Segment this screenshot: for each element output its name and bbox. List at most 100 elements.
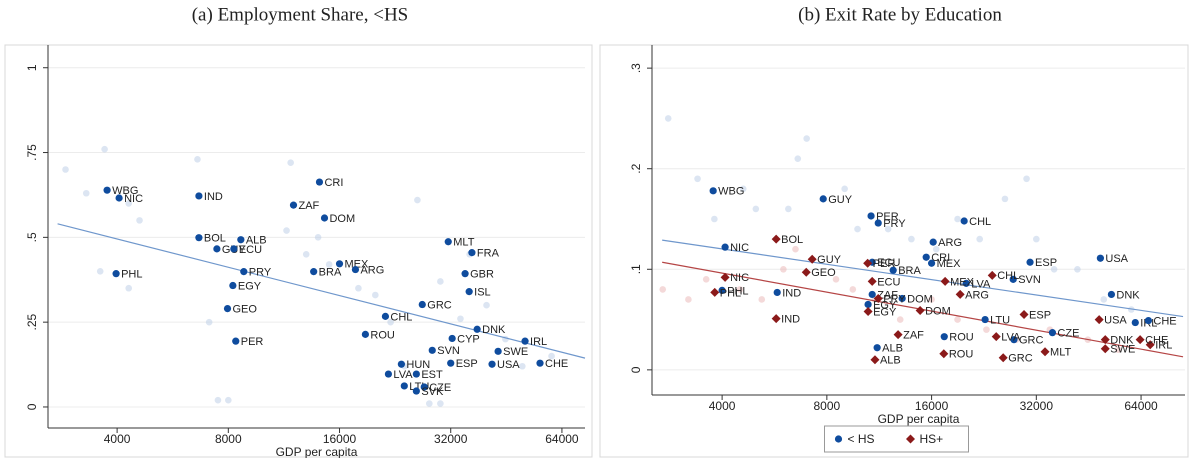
background-point	[214, 396, 222, 404]
point-label: GUY	[828, 194, 853, 206]
point	[819, 195, 827, 203]
point-label: GRC	[1019, 335, 1043, 347]
background-point	[125, 284, 133, 292]
point-label: PRY	[249, 267, 272, 279]
point	[1131, 318, 1139, 327]
point-label: ARG	[938, 237, 962, 249]
point	[1026, 258, 1034, 266]
point-label: PER	[876, 211, 899, 223]
point	[536, 359, 544, 367]
background-point	[82, 189, 90, 197]
point-label: ZAF	[298, 200, 319, 212]
point-label: BRA	[319, 267, 342, 279]
y-tick-label: .3	[629, 63, 643, 73]
point-label: LVA	[1001, 332, 1021, 344]
point	[320, 214, 329, 222]
x-axis-title: GDP per capita	[276, 445, 358, 458]
background-point	[1050, 265, 1058, 273]
background-point	[205, 318, 213, 326]
point-label: ALB	[246, 235, 267, 247]
point	[428, 346, 436, 354]
point-label: IRL	[1155, 340, 1172, 352]
point-label: ARG	[360, 264, 384, 276]
point	[867, 276, 877, 286]
point-label: IND	[204, 191, 223, 203]
point-label: DOM	[329, 213, 355, 225]
point	[465, 288, 473, 296]
point	[461, 270, 469, 278]
background-point	[694, 175, 701, 183]
background-point	[325, 261, 333, 268]
point-label: SWE	[1110, 344, 1135, 356]
point-label: ALB	[882, 343, 903, 355]
point-label: GBR	[470, 269, 494, 281]
point	[771, 234, 781, 244]
legend-box	[824, 425, 969, 453]
background-point	[896, 316, 904, 323]
point	[1096, 254, 1104, 262]
point	[418, 300, 426, 309]
point	[940, 333, 948, 341]
point	[1010, 336, 1018, 344]
y-tick-label: .2	[629, 163, 643, 173]
point-label: EGY	[873, 306, 897, 318]
background-point	[702, 276, 710, 283]
point-label: DNK	[1116, 289, 1140, 301]
point-label: LTU	[990, 314, 1010, 326]
point	[232, 337, 240, 345]
point	[444, 238, 452, 246]
point	[412, 370, 420, 378]
x-tick-label: 64000	[1124, 399, 1158, 413]
point-label: PER	[241, 336, 264, 348]
point-label: SVN	[1018, 274, 1041, 286]
background-point	[758, 296, 766, 303]
point-label: PHL	[720, 287, 741, 299]
point-label: DOM	[925, 305, 951, 317]
point-label: EGY	[873, 299, 897, 311]
background-point	[1100, 296, 1108, 303]
point	[773, 288, 781, 297]
background-point	[659, 286, 667, 293]
point	[1048, 329, 1057, 337]
point	[195, 192, 203, 200]
point-label: IRL	[530, 336, 547, 348]
y-tick-label: .25	[25, 313, 39, 330]
x-tick-label: 8000	[813, 399, 840, 413]
background-point	[457, 315, 464, 323]
point-label: ESP	[1029, 309, 1051, 321]
fit-line	[662, 239, 1184, 318]
point	[315, 178, 324, 186]
x-tick-label: 4000	[709, 399, 736, 413]
point-label: ECU	[877, 257, 900, 269]
background-point	[302, 251, 310, 258]
point	[223, 304, 232, 313]
background-point	[355, 284, 362, 292]
legend-marker	[906, 434, 915, 444]
background-point	[314, 234, 322, 241]
point-label: GRC	[427, 299, 452, 311]
background-point	[752, 205, 760, 213]
point-label: PRY	[883, 293, 906, 305]
point-label: NIC	[124, 193, 143, 205]
background-point	[908, 235, 915, 243]
point	[240, 268, 248, 276]
point	[400, 382, 408, 390]
point	[1144, 316, 1153, 325]
background-point	[1114, 346, 1122, 354]
background-point	[101, 145, 108, 153]
point-label: BRA	[898, 265, 921, 277]
point-label: MEX	[950, 276, 975, 288]
point	[1145, 340, 1155, 350]
point	[473, 325, 481, 333]
background-point	[548, 352, 555, 360]
point	[870, 355, 880, 365]
point	[981, 315, 989, 324]
point-label: USA	[497, 359, 520, 371]
x-tick-label: 8000	[215, 432, 242, 446]
background-point	[954, 316, 961, 323]
point-label: CHL	[969, 216, 991, 228]
point-label: ECU	[877, 276, 900, 288]
background-point	[62, 166, 69, 173]
point	[448, 334, 456, 343]
